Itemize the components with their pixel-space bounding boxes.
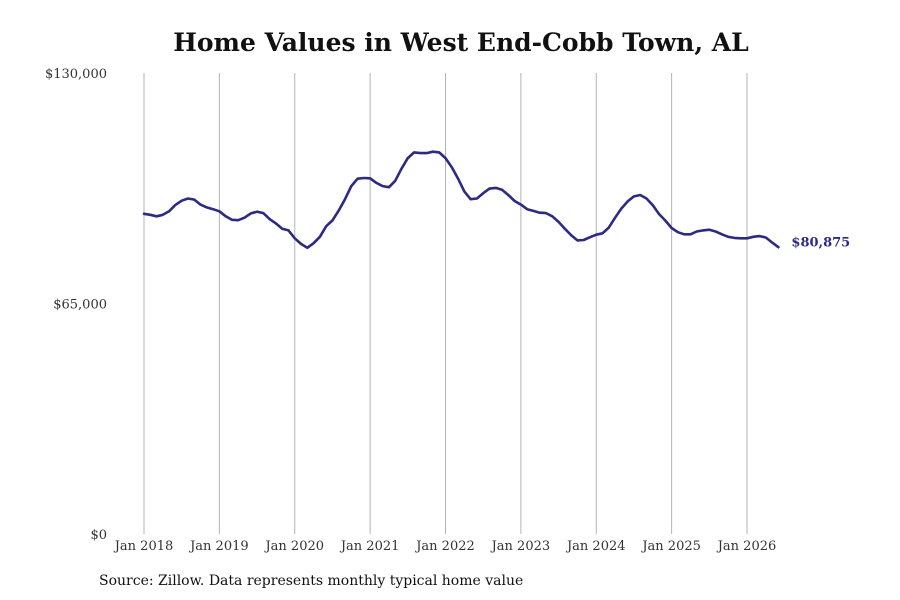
end-value-label: $80,875: [791, 236, 850, 251]
series-line: [142, 150, 780, 250]
x-tick-label: Jan 2020: [263, 539, 324, 554]
source-note: Source: Zillow. Data represents monthly …: [99, 573, 524, 589]
y-tick-label: $0: [90, 528, 107, 543]
y-axis: $0 $65,000 $130,000: [45, 67, 107, 543]
x-tick-label: Jan 2026: [716, 539, 777, 554]
x-tick-label: Jan 2025: [640, 539, 701, 554]
x-tick-label: Jan 2021: [339, 539, 400, 554]
x-axis: Jan 2018 Jan 2019 Jan 2020 Jan 2021 Jan 2022…: [113, 539, 777, 554]
grid-lines: [143, 73, 748, 534]
x-tick-label: Jan 2024: [565, 539, 626, 554]
series: $80,875: [142, 150, 850, 251]
x-tick-label: Jan 2022: [414, 539, 475, 554]
y-tick-label: $65,000: [53, 298, 107, 313]
chart-title: Home Values in West End-Cobb Town, AL: [173, 28, 749, 57]
x-tick-label: Jan 2019: [188, 539, 249, 554]
y-tick-label: $130,000: [45, 67, 107, 82]
x-tick-label: Jan 2023: [490, 539, 551, 554]
x-tick-label: Jan 2018: [113, 539, 174, 554]
